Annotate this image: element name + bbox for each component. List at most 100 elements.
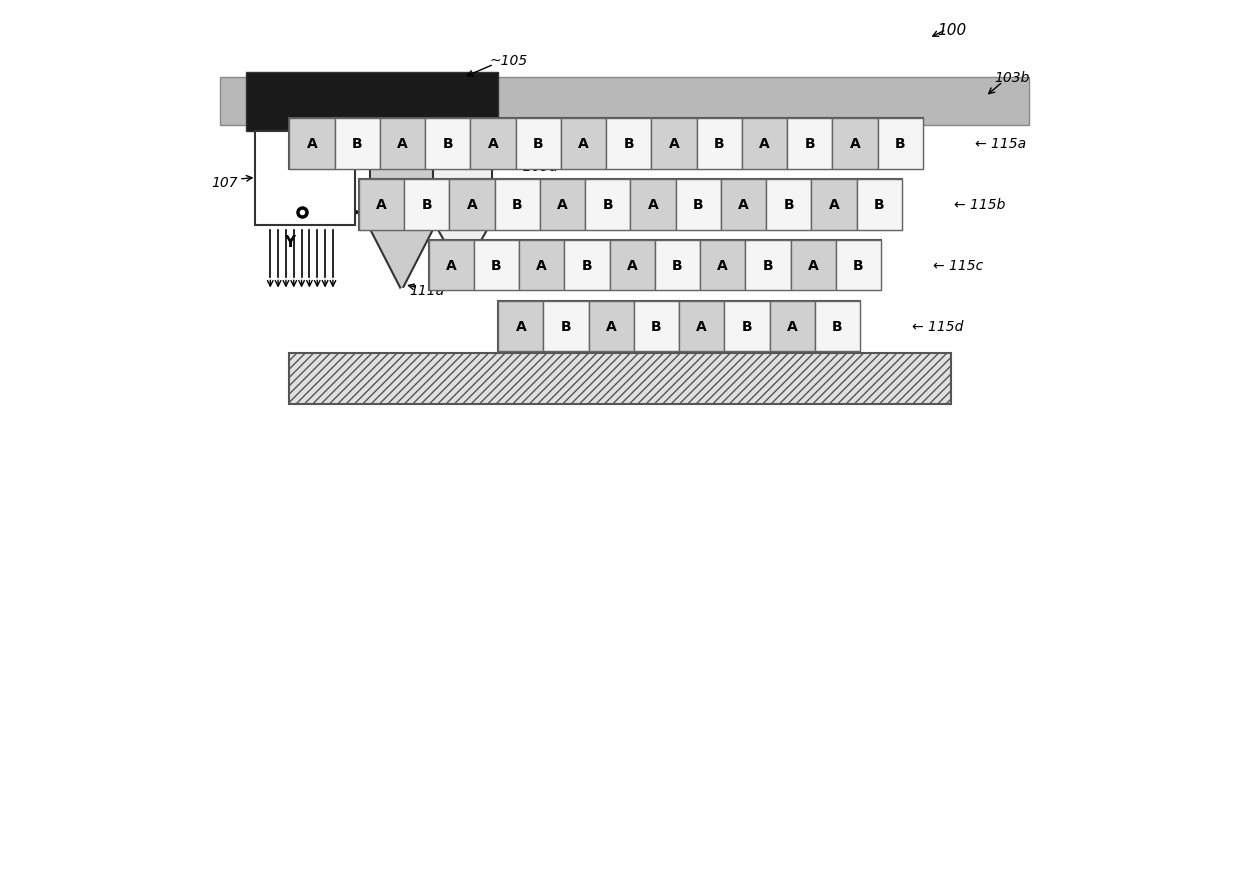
Text: B: B [895,137,905,151]
Text: 111a: 111a [409,283,445,297]
FancyBboxPatch shape [429,241,880,291]
Text: B: B [832,320,843,334]
Text: B: B [763,259,774,273]
Text: 107: 107 [211,176,238,189]
FancyBboxPatch shape [770,302,815,352]
Text: A: A [697,320,707,334]
Text: B: B [582,259,593,273]
Text: ~111b: ~111b [482,266,529,280]
FancyBboxPatch shape [379,119,425,169]
Text: 103b: 103b [994,71,1029,85]
FancyBboxPatch shape [449,180,495,230]
FancyBboxPatch shape [246,73,498,132]
FancyBboxPatch shape [371,130,433,230]
Text: B: B [805,137,815,151]
Text: A: A [849,137,861,151]
FancyBboxPatch shape [878,119,923,169]
FancyBboxPatch shape [766,180,811,230]
FancyBboxPatch shape [429,241,474,291]
Text: A: A [578,137,589,151]
FancyBboxPatch shape [404,180,449,230]
FancyBboxPatch shape [219,78,1029,126]
Text: Z: Z [288,133,299,148]
Polygon shape [371,230,433,291]
FancyBboxPatch shape [254,132,355,226]
Polygon shape [433,222,492,274]
FancyBboxPatch shape [811,180,857,230]
FancyBboxPatch shape [516,119,560,169]
Text: ~105: ~105 [490,54,528,68]
Text: A: A [787,320,797,334]
FancyBboxPatch shape [720,180,766,230]
Text: B: B [491,259,502,273]
FancyBboxPatch shape [289,119,335,169]
FancyBboxPatch shape [857,180,901,230]
Text: ~109b: ~109b [511,193,558,207]
Text: A: A [717,259,728,273]
Text: ← 115b: ← 115b [954,198,1006,212]
Text: Y: Y [284,235,295,249]
Text: B: B [603,198,613,212]
Text: ← 115c: ← 115c [934,259,983,273]
Text: B: B [560,320,572,334]
FancyBboxPatch shape [498,302,543,352]
FancyBboxPatch shape [335,119,379,169]
Text: A: A [626,259,637,273]
FancyBboxPatch shape [470,119,516,169]
Text: B: B [352,137,362,151]
Text: A: A [306,137,317,151]
Text: ← 115d: ← 115d [913,320,963,334]
Text: B: B [533,137,543,151]
Text: Ener
gy: Ener gy [284,156,326,195]
FancyBboxPatch shape [520,241,564,291]
Text: A: A [376,198,387,212]
Text: A: A [516,320,526,334]
FancyBboxPatch shape [585,180,630,230]
FancyBboxPatch shape [651,119,697,169]
FancyBboxPatch shape [815,302,861,352]
FancyBboxPatch shape [560,119,606,169]
Text: B: B [742,320,753,334]
FancyBboxPatch shape [630,180,676,230]
Text: 100: 100 [937,23,967,38]
Text: B: B [714,137,724,151]
Text: A: A [759,137,770,151]
FancyBboxPatch shape [655,241,701,291]
FancyBboxPatch shape [539,180,585,230]
FancyBboxPatch shape [787,119,832,169]
Text: B: B [784,198,794,212]
Text: A: A [466,198,477,212]
Text: X: X [371,205,382,221]
FancyBboxPatch shape [701,241,745,291]
Text: B: B [443,137,453,151]
Text: B: B [651,320,662,334]
Text: B: B [672,259,683,273]
FancyBboxPatch shape [832,119,878,169]
Text: B: B [693,198,703,212]
FancyBboxPatch shape [289,119,923,169]
Text: ~109a: ~109a [511,160,558,174]
FancyBboxPatch shape [634,302,680,352]
Text: B: B [853,259,864,273]
Text: B: B [624,137,634,151]
FancyBboxPatch shape [425,119,470,169]
Text: A: A [537,259,547,273]
FancyBboxPatch shape [589,302,634,352]
Text: A: A [446,259,456,273]
Text: A: A [487,137,498,151]
Text: B: B [422,198,433,212]
Text: A: A [807,259,818,273]
Text: A: A [394,161,409,180]
Text: A: A [606,320,616,334]
FancyBboxPatch shape [680,302,724,352]
FancyBboxPatch shape [495,180,539,230]
FancyBboxPatch shape [543,302,589,352]
FancyBboxPatch shape [610,241,655,291]
FancyBboxPatch shape [697,119,742,169]
FancyBboxPatch shape [564,241,610,291]
FancyBboxPatch shape [474,241,520,291]
FancyBboxPatch shape [433,130,492,222]
Text: A: A [557,198,568,212]
FancyBboxPatch shape [745,241,791,291]
Text: B: B [512,198,522,212]
